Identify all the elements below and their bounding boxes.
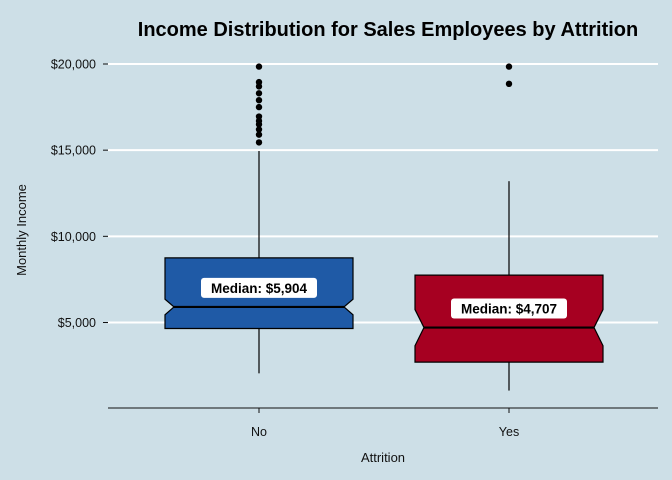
y-axis-ticks: $5,000 $10,000 $15,000 $20,000 [51, 58, 108, 330]
box-yes: Median: $4,707 [414, 63, 604, 391]
x-axis-title: Attrition [361, 450, 405, 465]
x-tick-label: No [251, 425, 267, 439]
y-tick-label: $20,000 [51, 58, 96, 72]
box-no: Median: $5,904 [164, 63, 354, 374]
outlier-point [255, 78, 263, 86]
median-label: Median: $4,707 [461, 302, 557, 317]
outlier-point [255, 131, 263, 138]
x-axis-ticks: No Yes [251, 408, 519, 439]
y-axis-title: Monthly Income [14, 184, 29, 276]
outlier-point [505, 63, 513, 70]
outlier-point [255, 96, 263, 104]
boxes: Median: $5,904 Median: $4,707 [164, 63, 604, 391]
median-label-box [201, 277, 317, 298]
outlier-point [255, 103, 263, 111]
y-tick-label: $5,000 [58, 316, 96, 330]
outlier-point [255, 63, 263, 70]
median-label-box [451, 298, 567, 319]
y-tick-label: $15,000 [51, 144, 96, 158]
y-tick-label: $10,000 [51, 230, 96, 244]
median-label: Median: $5,904 [211, 281, 308, 296]
outlier-point [255, 126, 263, 133]
outlier-point [255, 139, 263, 146]
outlier-point [255, 113, 263, 120]
outlier-point [255, 90, 263, 97]
box-body [414, 274, 604, 363]
x-tick-label: Yes [499, 425, 519, 439]
chart-title: Income Distribution for Sales Employees … [138, 19, 638, 41]
outlier-point [505, 80, 513, 88]
